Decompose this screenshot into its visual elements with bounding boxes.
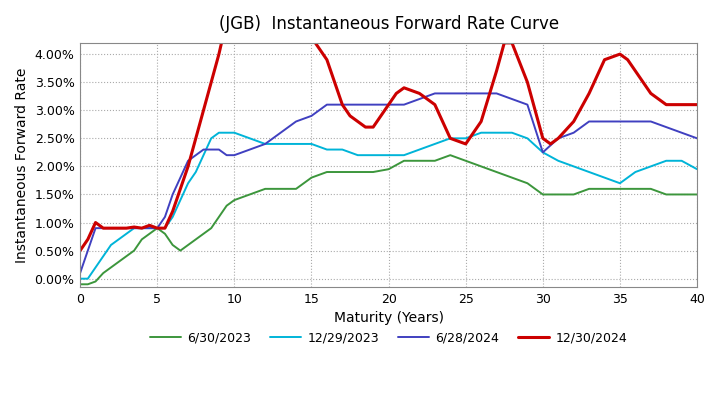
6/28/2024: [446, 91, 454, 96]
6/28/2024: [431, 91, 439, 96]
12/29/2023: [161, 226, 169, 231]
6/30/2023: [431, 158, 439, 163]
6/28/2024: [693, 136, 701, 141]
12/29/2023: [678, 158, 686, 163]
12/29/2023: [693, 167, 701, 172]
6/28/2024: [492, 91, 501, 96]
12/29/2023: [76, 276, 84, 281]
12/30/2024: [361, 125, 370, 130]
6/28/2024: [199, 147, 208, 152]
6/30/2023: [76, 282, 84, 287]
6/30/2023: [446, 152, 454, 158]
12/30/2024: [693, 102, 701, 107]
X-axis label: Maturity (Years): Maturity (Years): [333, 311, 444, 325]
6/30/2023: [199, 231, 208, 236]
6/28/2024: [161, 214, 169, 219]
6/30/2023: [693, 192, 701, 197]
12/29/2023: [215, 130, 223, 135]
12/30/2024: [91, 220, 100, 225]
Line: 12/29/2023: 12/29/2023: [80, 133, 697, 279]
6/30/2023: [492, 170, 501, 175]
6/30/2023: [678, 192, 686, 197]
12/30/2024: [192, 136, 200, 141]
12/29/2023: [492, 130, 501, 135]
12/29/2023: [192, 170, 200, 175]
Line: 12/30/2024: 12/30/2024: [80, 0, 697, 251]
6/30/2023: [192, 237, 200, 242]
6/28/2024: [192, 152, 200, 158]
Y-axis label: Instantaneous Forward Rate: Instantaneous Forward Rate: [15, 67, 29, 262]
12/29/2023: [446, 136, 454, 141]
12/30/2024: [76, 248, 84, 253]
Legend: 6/30/2023, 12/29/2023, 6/28/2024, 12/30/2024: 6/30/2023, 12/29/2023, 6/28/2024, 12/30/…: [145, 326, 632, 349]
Line: 6/28/2024: 6/28/2024: [80, 93, 697, 273]
Line: 6/30/2023: 6/30/2023: [80, 155, 697, 284]
12/30/2024: [145, 223, 154, 228]
Title: (JGB)  Instantaneous Forward Rate Curve: (JGB) Instantaneous Forward Rate Curve: [219, 15, 559, 33]
12/30/2024: [500, 40, 508, 45]
6/28/2024: [678, 130, 686, 135]
12/29/2023: [199, 152, 208, 158]
6/30/2023: [161, 231, 169, 236]
6/28/2024: [76, 270, 84, 276]
12/30/2024: [122, 226, 131, 231]
